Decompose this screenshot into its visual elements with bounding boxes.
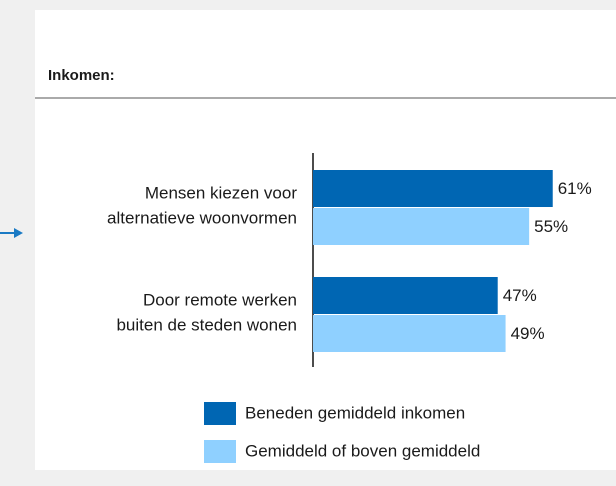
value-label: 55% — [534, 217, 568, 236]
pointer-arrow — [0, 228, 23, 238]
category-label: Mensen kiezen voor alternatieve woonvorme… — [107, 184, 297, 228]
legend-swatch — [204, 402, 236, 425]
bar — [313, 277, 498, 314]
category-label: Door remote werken buiten de steden wonen — [116, 291, 297, 335]
legend-label: Beneden gemiddeld inkomen — [245, 403, 465, 422]
legend-swatch — [204, 440, 236, 463]
bar — [313, 315, 506, 352]
value-label: 47% — [503, 286, 537, 305]
legend-label: Gemiddeld of boven gemiddeld — [245, 441, 480, 460]
bar — [313, 208, 530, 245]
chart-title: Inkomen: — [48, 67, 115, 84]
value-label: 49% — [511, 324, 545, 343]
value-label: 61% — [558, 179, 592, 198]
bar — [313, 170, 553, 207]
